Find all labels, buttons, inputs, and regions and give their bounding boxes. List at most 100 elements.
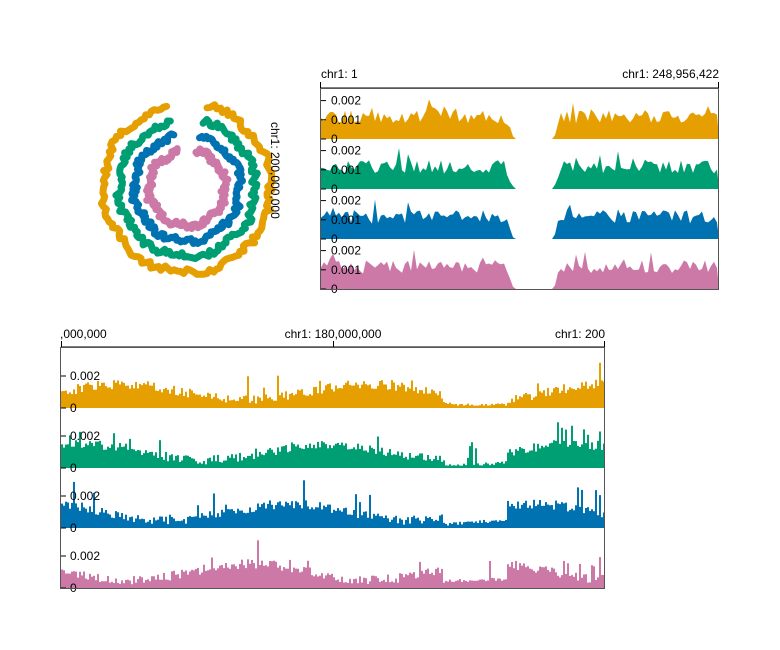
detail-series-3-bar bbox=[441, 568, 443, 588]
detail-series-2-bar bbox=[365, 511, 367, 528]
detail-series-1-bar bbox=[295, 446, 297, 468]
detail-series-3-bar bbox=[135, 582, 137, 588]
detail-series-3-bar bbox=[395, 578, 397, 588]
detail-series-0-bar bbox=[169, 393, 171, 408]
detail-series-0-bar bbox=[99, 386, 101, 408]
detail-series-1-bar bbox=[263, 455, 265, 468]
detail-series-3-bar bbox=[137, 579, 139, 588]
detail-series-1-bar bbox=[129, 438, 131, 468]
detail-series-0-bar bbox=[127, 385, 129, 408]
detail-series-3-bar bbox=[121, 580, 123, 588]
detail-series-2-bar bbox=[527, 507, 529, 528]
detail-series-1-bar bbox=[243, 457, 245, 468]
detail-series-1-bar bbox=[261, 454, 263, 468]
detail-series-2-bar bbox=[537, 504, 539, 528]
detail-series-2-bar bbox=[305, 500, 307, 528]
detail-series-2-bar bbox=[141, 518, 143, 528]
detail-series-3-bar bbox=[259, 565, 261, 588]
detail-series-2-bar bbox=[591, 509, 593, 528]
detail-series-0-bar bbox=[159, 389, 161, 408]
detail-series-2-bar bbox=[465, 521, 467, 528]
detail-series-3-bar bbox=[155, 579, 157, 588]
detail-series-2-bar bbox=[185, 523, 187, 528]
detail-series-1-bar bbox=[147, 452, 149, 468]
detail-series-3-bar bbox=[399, 573, 401, 588]
detail-series-0-bar bbox=[151, 385, 153, 408]
detail-series-1-bar bbox=[69, 435, 71, 468]
detail-series-2-bar bbox=[471, 521, 473, 528]
detail-series-3-bar bbox=[235, 566, 237, 588]
detail-series-0-bar bbox=[533, 397, 535, 408]
detail-series-2-bar bbox=[549, 505, 551, 528]
circular-series-0 bbox=[98, 101, 276, 278]
detail-series-3-bar bbox=[287, 568, 289, 588]
detail-series-2-bar bbox=[233, 510, 235, 528]
circular-view bbox=[98, 101, 276, 278]
detail-series-0-bar bbox=[143, 383, 145, 408]
detail-series-0-bar bbox=[573, 389, 575, 408]
detail-series-2-bar bbox=[333, 509, 335, 528]
detail-series-2-bar bbox=[283, 506, 285, 528]
detail-series-3-bar bbox=[71, 571, 73, 588]
detail-series-2-bar bbox=[83, 507, 85, 528]
detail-series-0-bar bbox=[511, 398, 513, 408]
detail-series-1-bar bbox=[397, 451, 399, 468]
detail-series-3-bar bbox=[507, 564, 509, 588]
detail-series-1-bar bbox=[597, 440, 599, 468]
detail-series-1-bar bbox=[221, 462, 223, 468]
detail-series-0-bar bbox=[243, 396, 245, 408]
detail-series-3-bar bbox=[157, 574, 159, 588]
detail-series-3-bar bbox=[261, 560, 263, 588]
detail-series-0-bar bbox=[81, 392, 83, 408]
detail-series-0-bar bbox=[67, 393, 69, 408]
detail-series-2-bar bbox=[441, 514, 443, 528]
detail-series-0-bar bbox=[83, 385, 85, 408]
detail-series-0-bar bbox=[105, 386, 107, 408]
detail-series-0-bar bbox=[465, 404, 467, 408]
detail-series-0-bar bbox=[273, 400, 275, 408]
detail-series-0-bar bbox=[259, 397, 261, 408]
detail-series-0-bar bbox=[185, 391, 187, 408]
detail-series-0-bar bbox=[195, 394, 197, 408]
detail-series-2-bar bbox=[149, 519, 151, 528]
detail-series-3-bar bbox=[249, 563, 251, 588]
detail-series-3-bar bbox=[307, 560, 309, 588]
detail-series-1-bar bbox=[379, 451, 381, 468]
detail-series-2-bar bbox=[417, 517, 419, 528]
detail-series-2-bar bbox=[509, 506, 511, 528]
detail-series-3-bar bbox=[125, 579, 127, 588]
overview-series-3-ytick-label: 0.001 bbox=[331, 263, 361, 277]
detail-series-1-bar bbox=[241, 460, 243, 468]
detail-series-2-bar bbox=[551, 505, 553, 528]
detail-series-1-bar bbox=[95, 441, 97, 468]
detail-series-1-bar bbox=[101, 444, 103, 468]
detail-series-2-bar bbox=[157, 519, 159, 528]
detail-series-1-bar bbox=[165, 451, 167, 468]
detail-series-2-bar bbox=[371, 518, 373, 528]
detail-series-2-bar bbox=[175, 521, 177, 528]
detail-series-0-bar bbox=[529, 394, 531, 408]
detail-series-1-bar bbox=[457, 464, 459, 468]
detail-series-3-bar bbox=[345, 582, 347, 588]
detail-series-3-bar bbox=[587, 582, 589, 588]
detail-series-0-bar bbox=[365, 384, 367, 408]
detail-series-0-bar bbox=[399, 386, 401, 408]
detail-series-2-bar bbox=[555, 500, 557, 528]
detail-series-1-bar bbox=[237, 461, 239, 468]
detail-series-1-bar bbox=[223, 460, 225, 468]
detail-series-3-bar bbox=[229, 568, 231, 588]
detail-series-1-bar bbox=[181, 460, 183, 468]
detail-series-2-bar bbox=[401, 519, 403, 528]
detail-series-1-bar bbox=[281, 446, 283, 468]
detail-series-3-bar bbox=[557, 575, 559, 588]
overview-series-1-area bbox=[321, 148, 719, 189]
detail-series-3-bar bbox=[131, 584, 133, 588]
detail-series-1-bar bbox=[449, 464, 451, 468]
detail-series-0-bar bbox=[445, 403, 447, 408]
detail-series-3-bar bbox=[407, 575, 409, 588]
detail-series-1-bar bbox=[195, 461, 197, 468]
detail-series-2-bar bbox=[391, 519, 393, 528]
overview-series-0-ytick-label: 0 bbox=[331, 132, 338, 146]
detail-axis-label-right: chr1: 200 bbox=[555, 327, 605, 341]
detail-series-2-bar bbox=[403, 524, 405, 528]
